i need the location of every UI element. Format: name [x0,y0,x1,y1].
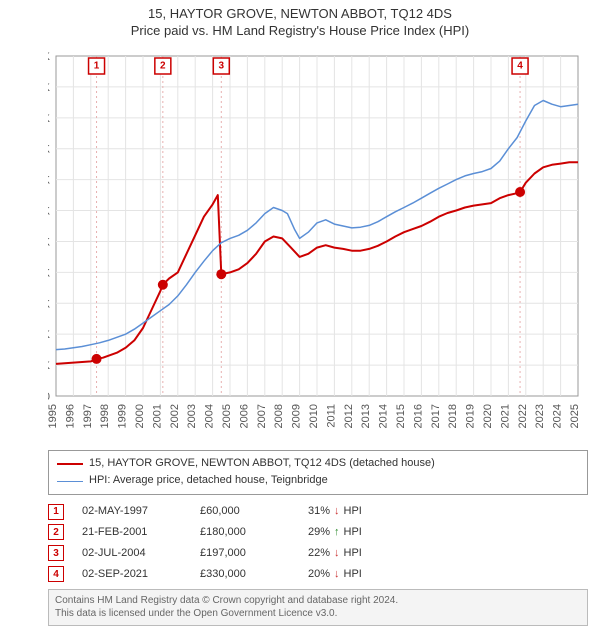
svg-text:1995: 1995 [48,404,59,428]
sale-price: £197,000 [200,543,290,564]
svg-text:£300K: £300K [48,205,51,217]
sale-diff-suffix: HPI [344,522,362,543]
legend-item: HPI: Average price, detached house, Teig… [57,472,579,490]
svg-text:3: 3 [219,61,225,72]
sale-date: 02-JUL-2004 [82,543,182,564]
page: 15, HAYTOR GROVE, NEWTON ABBOT, TQ12 4DS… [0,0,600,620]
svg-text:2005: 2005 [221,404,233,428]
svg-text:£400K: £400K [48,144,51,156]
svg-text:£50K: £50K [48,360,51,372]
sale-date: 21-FEB-2001 [82,522,182,543]
svg-text:2011: 2011 [325,404,337,428]
svg-text:2013: 2013 [360,404,372,428]
sale-row: 1 02-MAY-1997 £60,000 31%↓HPI [48,501,588,522]
svg-text:2015: 2015 [395,404,407,428]
svg-text:£550K: £550K [48,51,51,63]
svg-text:£450K: £450K [48,113,51,125]
title-line-1: 15, HAYTOR GROVE, NEWTON ABBOT, TQ12 4DS [0,0,600,23]
footer-attribution: Contains HM Land Registry data © Crown c… [48,589,588,626]
svg-text:2018: 2018 [447,404,459,428]
svg-text:2012: 2012 [343,404,355,428]
chart-svg: £0 £50K £100K £150K £200K £250K £300K £350K £400… [48,42,588,442]
legend-label: HPI: Average price, detached house, Teig… [89,472,328,490]
arrow-down-icon: ↓ [334,543,340,564]
sale-marker: 1 [48,504,64,520]
svg-text:2025: 2025 [569,404,581,428]
svg-text:2010: 2010 [308,404,320,428]
sale-diff-pct: 22% [308,543,330,564]
svg-text:£350K: £350K [48,175,51,187]
arrow-down-icon: ↓ [334,501,340,522]
svg-text:4: 4 [517,61,523,72]
sale-price: £180,000 [200,522,290,543]
svg-text:2004: 2004 [204,404,216,428]
sale-row: 2 21-FEB-2001 £180,000 29%↑HPI [48,522,588,543]
svg-text:1997: 1997 [82,404,94,428]
svg-text:2019: 2019 [465,404,477,428]
svg-text:2017: 2017 [430,404,442,428]
sale-date: 02-SEP-2021 [82,564,182,585]
sale-row: 4 02-SEP-2021 £330,000 20%↓HPI [48,564,588,585]
sale-marker: 2 [48,524,64,540]
svg-text:2008: 2008 [273,404,285,428]
footer-line-1: Contains HM Land Registry data © Crown c… [55,594,581,608]
svg-text:£200K: £200K [48,267,51,279]
sale-diff: 22%↓HPI [308,543,362,564]
svg-text:2022: 2022 [517,404,529,428]
chart: £0 £50K £100K £150K £200K £250K £300K £350K £400… [48,42,588,442]
svg-text:2021: 2021 [499,404,511,428]
svg-text:2001: 2001 [151,404,163,428]
svg-text:£100K: £100K [48,329,51,341]
svg-text:2020: 2020 [482,404,494,428]
sale-row: 3 02-JUL-2004 £197,000 22%↓HPI [48,543,588,564]
sale-diff-suffix: HPI [344,564,362,585]
sale-diff: 20%↓HPI [308,564,362,585]
svg-text:2007: 2007 [256,404,268,428]
svg-text:2023: 2023 [534,404,546,428]
svg-text:2024: 2024 [552,404,564,428]
legend-label: 15, HAYTOR GROVE, NEWTON ABBOT, TQ12 4DS… [89,455,435,473]
svg-text:2003: 2003 [186,404,198,428]
sale-price: £60,000 [200,501,290,522]
sale-marker: 4 [48,566,64,582]
svg-text:1: 1 [94,61,100,72]
legend-item: 15, HAYTOR GROVE, NEWTON ABBOT, TQ12 4DS… [57,455,579,473]
svg-text:£150K: £150K [48,298,51,310]
sale-marker: 3 [48,545,64,561]
svg-text:1998: 1998 [99,404,111,428]
svg-text:2014: 2014 [378,404,390,428]
svg-text:£250K: £250K [48,236,51,248]
svg-text:1996: 1996 [64,404,76,428]
arrow-up-icon: ↑ [334,522,340,543]
svg-text:2000: 2000 [134,404,146,428]
legend: 15, HAYTOR GROVE, NEWTON ABBOT, TQ12 4DS… [48,450,588,495]
svg-text:2006: 2006 [238,404,250,428]
sale-diff: 31%↓HPI [308,501,362,522]
svg-text:£500K: £500K [48,82,51,94]
sales-table: 102-MAY-1997£60,00031%↓HPI221-FEB-2001£1… [48,501,588,585]
svg-text:2016: 2016 [412,404,424,428]
sale-diff-suffix: HPI [344,501,362,522]
sale-price: £330,000 [200,564,290,585]
title-line-2: Price paid vs. HM Land Registry's House … [0,23,600,42]
sale-date: 02-MAY-1997 [82,501,182,522]
sale-diff: 29%↑HPI [308,522,362,543]
svg-text:2009: 2009 [291,404,303,428]
arrow-down-icon: ↓ [334,564,340,585]
legend-swatch [57,463,83,465]
svg-text:2002: 2002 [169,404,181,428]
footer-line-2: This data is licensed under the Open Gov… [55,607,581,621]
sale-diff-pct: 29% [308,522,330,543]
sale-diff-pct: 31% [308,501,330,522]
legend-swatch [57,481,83,482]
sale-diff-suffix: HPI [344,543,362,564]
sale-diff-pct: 20% [308,564,330,585]
svg-text:2: 2 [160,61,166,72]
svg-text:£0: £0 [48,391,50,403]
svg-text:1999: 1999 [117,404,129,428]
